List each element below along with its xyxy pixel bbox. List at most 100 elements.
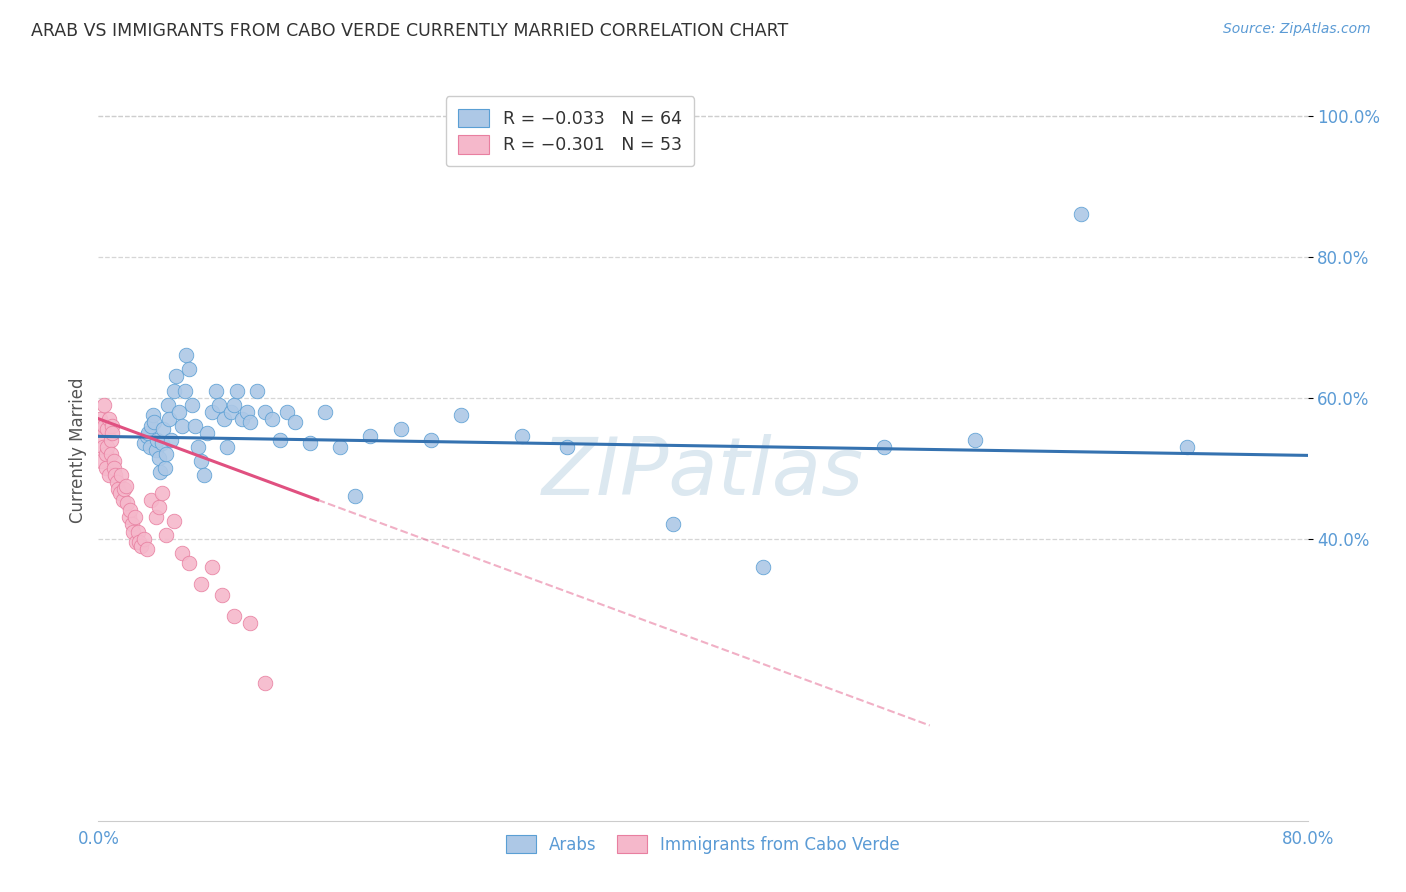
Point — [122, 524, 145, 539]
Point — [96, 440, 118, 454]
Point — [93, 418, 115, 433]
Point — [111, 492, 134, 507]
Point — [90, 454, 112, 468]
Point — [190, 454, 212, 468]
Point — [142, 408, 165, 422]
Point — [224, 609, 246, 624]
Point — [145, 510, 167, 524]
Point — [167, 405, 190, 419]
Point — [150, 436, 173, 450]
Point — [91, 440, 114, 454]
Text: ZIPatlas: ZIPatlas — [541, 434, 865, 512]
Point — [195, 425, 218, 440]
Point — [246, 384, 269, 398]
Point — [163, 384, 186, 398]
Point — [179, 556, 201, 570]
Point — [269, 433, 291, 447]
Point — [125, 535, 148, 549]
Point — [201, 559, 224, 574]
Point — [163, 514, 186, 528]
Point — [661, 517, 683, 532]
Point — [152, 422, 174, 436]
Point — [105, 475, 128, 490]
Point — [128, 535, 150, 549]
Point — [112, 482, 135, 496]
Point — [93, 398, 115, 412]
Point — [141, 492, 163, 507]
Point — [555, 440, 578, 454]
Point — [221, 405, 243, 419]
Point — [159, 411, 181, 425]
Point — [170, 418, 193, 433]
Point — [389, 422, 412, 436]
Point — [114, 479, 136, 493]
Legend: Arabs, Immigrants from Cabo Verde: Arabs, Immigrants from Cabo Verde — [499, 829, 907, 861]
Point — [135, 542, 157, 557]
Point — [262, 411, 284, 425]
Point — [201, 405, 224, 419]
Point — [752, 559, 775, 574]
Point — [153, 461, 176, 475]
Point — [110, 468, 132, 483]
Point — [239, 616, 262, 631]
Point — [235, 405, 257, 419]
Point — [135, 429, 157, 443]
Point — [127, 524, 149, 539]
Point — [314, 405, 336, 419]
Point — [187, 440, 209, 454]
Point — [145, 443, 167, 458]
Point — [205, 384, 228, 398]
Point — [104, 468, 127, 483]
Point — [360, 429, 382, 443]
Point — [208, 398, 231, 412]
Point — [179, 362, 201, 376]
Point — [139, 440, 162, 454]
Point — [1175, 440, 1198, 454]
Point — [211, 588, 233, 602]
Point — [1070, 207, 1092, 221]
Point — [129, 539, 152, 553]
Point — [156, 398, 179, 412]
Y-axis label: Currently Married: Currently Married — [69, 377, 87, 524]
Point — [90, 429, 112, 443]
Point — [215, 440, 238, 454]
Point — [150, 485, 173, 500]
Point — [100, 447, 122, 461]
Text: ARAB VS IMMIGRANTS FROM CABO VERDE CURRENTLY MARRIED CORRELATION CHART: ARAB VS IMMIGRANTS FROM CABO VERDE CURRE… — [31, 22, 789, 40]
Point — [132, 436, 155, 450]
Point — [108, 485, 131, 500]
Point — [160, 433, 183, 447]
Point — [141, 418, 163, 433]
Point — [299, 436, 322, 450]
Point — [94, 461, 117, 475]
Point — [118, 510, 141, 524]
Point — [103, 454, 125, 468]
Point — [450, 408, 472, 422]
Point — [100, 433, 122, 447]
Point — [115, 496, 138, 510]
Point — [89, 411, 111, 425]
Point — [101, 425, 124, 440]
Point — [510, 429, 533, 443]
Point — [174, 348, 197, 362]
Point — [155, 447, 177, 461]
Point — [173, 384, 195, 398]
Point — [132, 532, 155, 546]
Point — [253, 405, 276, 419]
Point — [146, 433, 169, 447]
Point — [212, 411, 235, 425]
Point — [420, 433, 443, 447]
Point — [276, 405, 298, 419]
Point — [344, 489, 367, 503]
Point — [148, 500, 170, 514]
Point — [103, 461, 125, 475]
Point — [873, 440, 896, 454]
Point — [181, 398, 204, 412]
Point — [124, 510, 146, 524]
Point — [965, 433, 987, 447]
Point — [155, 528, 177, 542]
Point — [149, 465, 172, 479]
Point — [136, 425, 159, 440]
Point — [98, 468, 121, 483]
Point — [253, 676, 276, 690]
